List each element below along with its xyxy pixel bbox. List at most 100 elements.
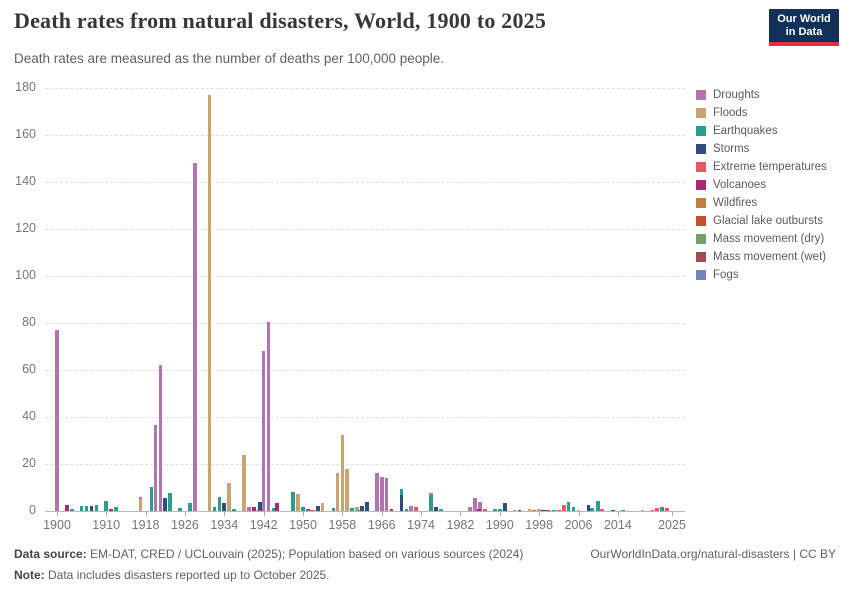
bar-earthquakes-1932[interactable]	[212, 507, 217, 511]
bar-droughts-1900[interactable]	[55, 330, 59, 511]
bar-droughts-1966[interactable]	[379, 476, 384, 511]
bar-earthquakes-1936[interactable]	[232, 509, 236, 511]
bar-earthquakes-1978[interactable]	[438, 509, 443, 511]
bar-droughts-1943[interactable]	[266, 321, 271, 511]
bar-storms-1991[interactable]	[502, 502, 507, 511]
bar-storms-1953[interactable]	[315, 506, 320, 511]
bar-earthquakes-1910[interactable]	[104, 501, 108, 511]
bar-earthquakes-1933[interactable]	[217, 497, 222, 511]
owid-logo[interactable]: Our World in Data	[769, 9, 839, 46]
bar-volcanoes-1968[interactable]	[389, 508, 394, 511]
bar-mass-movement-dry-1962[interactable]	[356, 510, 361, 511]
bar-storms-1907[interactable]	[89, 506, 94, 511]
bar-floods-1938[interactable]	[242, 455, 246, 511]
bar-earthquakes-2023[interactable]	[660, 507, 664, 511]
bar-extreme-temperatures-2010[interactable]	[600, 508, 604, 511]
bar-floods-1935[interactable]	[227, 482, 231, 511]
bar-storms-1998[interactable]	[541, 509, 545, 511]
bar-wildfires-1997[interactable]	[532, 510, 537, 511]
bar-earthquakes-1944[interactable]	[271, 507, 276, 511]
bar-storms-1994[interactable]	[517, 510, 522, 511]
bar-earthquakes-1971[interactable]	[404, 508, 409, 511]
bar-droughts-1921[interactable]	[158, 365, 163, 511]
bar-droughts-1942[interactable]	[261, 351, 266, 511]
bar-volcanoes-1944[interactable]	[275, 503, 280, 511]
bar-earthquakes-2004[interactable]	[566, 501, 571, 511]
bar-earthquakes-2005[interactable]	[571, 506, 576, 511]
bar-extreme-temperatures-2024[interactable]	[665, 508, 669, 511]
legend-item-extreme-temperatures[interactable]: Extreme temperatures	[696, 161, 827, 173]
bar-earthquakes-1920[interactable]	[149, 486, 154, 511]
bar-droughts-1972[interactable]	[409, 505, 414, 511]
bar-storms-1977[interactable]	[434, 507, 438, 511]
bar-earthquakes-1990[interactable]	[498, 508, 502, 511]
bar-earthquakes-2010[interactable]	[596, 500, 600, 511]
bar-storms-1934[interactable]	[222, 503, 227, 511]
bar-floods-2019[interactable]	[640, 510, 645, 511]
bar-earthquakes-2015[interactable]	[621, 509, 625, 511]
bar-extreme-temperatures-2002[interactable]	[557, 509, 561, 511]
bar-earthquakes-2008[interactable]	[590, 507, 594, 511]
bar-earthquakes-1923[interactable]	[168, 492, 172, 511]
bar-volcanoes-1985[interactable]	[477, 508, 481, 511]
bar-droughts-1967[interactable]	[384, 478, 389, 511]
bar-floods-1961[interactable]	[355, 506, 359, 511]
legend-item-mass-movement-dry[interactable]: Mass movement (dry)	[696, 233, 827, 245]
bar-storms-1962[interactable]	[360, 505, 364, 511]
legend-item-droughts[interactable]: Droughts	[696, 89, 827, 101]
bar-extreme-temperatures-2022[interactable]	[655, 508, 660, 511]
bar-fogs-1952[interactable]	[307, 509, 311, 511]
bar-droughts-1984[interactable]	[468, 506, 473, 511]
bar-floods-1996[interactable]	[527, 509, 532, 511]
bar-floods-1954[interactable]	[320, 502, 325, 511]
bar-floods-1998[interactable]	[537, 508, 541, 511]
bar-extreme-temperatures-2021[interactable]	[650, 510, 655, 511]
bar-extreme-temperatures-1987[interactable]	[483, 508, 487, 511]
bar-extreme-temperatures-2003[interactable]	[561, 504, 566, 511]
bar-floods-1958[interactable]	[340, 435, 345, 511]
legend-item-glacial-lake-outbursts[interactable]: Glacial lake outbursts	[696, 215, 827, 227]
bar-droughts-1985[interactable]	[473, 498, 477, 511]
bar-earthquakes-1957[interactable]	[331, 507, 336, 511]
bar-earthquakes-1908[interactable]	[94, 505, 99, 511]
bar-earthquakes-1950[interactable]	[301, 507, 305, 511]
bar-droughts-1920[interactable]	[153, 424, 158, 511]
bar-droughts-1986[interactable]	[478, 501, 482, 511]
legend-item-fogs[interactable]: Fogs	[696, 269, 827, 281]
legend-item-volcanoes[interactable]: Volcanoes	[696, 179, 827, 191]
bar-droughts-1965[interactable]	[375, 472, 379, 511]
bar-earthquakes-1905[interactable]	[79, 506, 84, 511]
owid-link[interactable]: OurWorldInData.org/natural-disasters | C…	[590, 547, 836, 561]
bar-mass-movement-wet-1999[interactable]	[546, 509, 550, 511]
bar-earthquakes-1948[interactable]	[291, 491, 295, 511]
bar-floods-1949[interactable]	[296, 494, 300, 511]
bar-droughts-1928[interactable]	[192, 163, 197, 511]
legend-item-wildfires[interactable]: Wildfires	[696, 197, 827, 209]
bar-floods-1917[interactable]	[138, 499, 143, 511]
bar-earthquakes-2001[interactable]	[552, 509, 556, 511]
bar-earthquakes-1960[interactable]	[350, 508, 354, 511]
bar-floods-1957[interactable]	[335, 473, 340, 511]
legend-item-floods[interactable]: Floods	[696, 107, 827, 119]
bar-earthquakes-1989[interactable]	[493, 508, 497, 511]
bar-glacial-lake-outbursts-1941[interactable]	[256, 510, 261, 511]
bar-storms-1963[interactable]	[365, 501, 369, 511]
bar-floods-1993[interactable]	[512, 509, 517, 511]
bar-earthquakes-1912[interactable]	[114, 507, 118, 511]
bar-storms-1970[interactable]	[399, 495, 404, 511]
bar-storms-1922[interactable]	[163, 498, 168, 511]
legend-item-earthquakes[interactable]: Earthquakes	[696, 125, 827, 137]
bar-droughts-1939[interactable]	[247, 506, 251, 511]
bar-volcanoes-1940[interactable]	[252, 506, 256, 511]
bar-earthquakes-1976[interactable]	[429, 495, 433, 511]
bar-extreme-temperatures-1973[interactable]	[414, 507, 418, 511]
bar-extreme-temperatures-1952[interactable]	[311, 509, 315, 511]
bar-earthquakes-1903[interactable]	[69, 509, 74, 511]
bar-earthquakes-1925[interactable]	[178, 508, 182, 511]
legend-item-storms[interactable]: Storms	[696, 143, 827, 155]
bar-floods-1931[interactable]	[207, 95, 212, 511]
bar-floods-1959[interactable]	[345, 469, 350, 511]
bar-volcanoes-1902[interactable]	[65, 504, 69, 511]
bar-storms-2013[interactable]	[611, 509, 615, 511]
bar-earthquakes-1927[interactable]	[188, 503, 192, 511]
